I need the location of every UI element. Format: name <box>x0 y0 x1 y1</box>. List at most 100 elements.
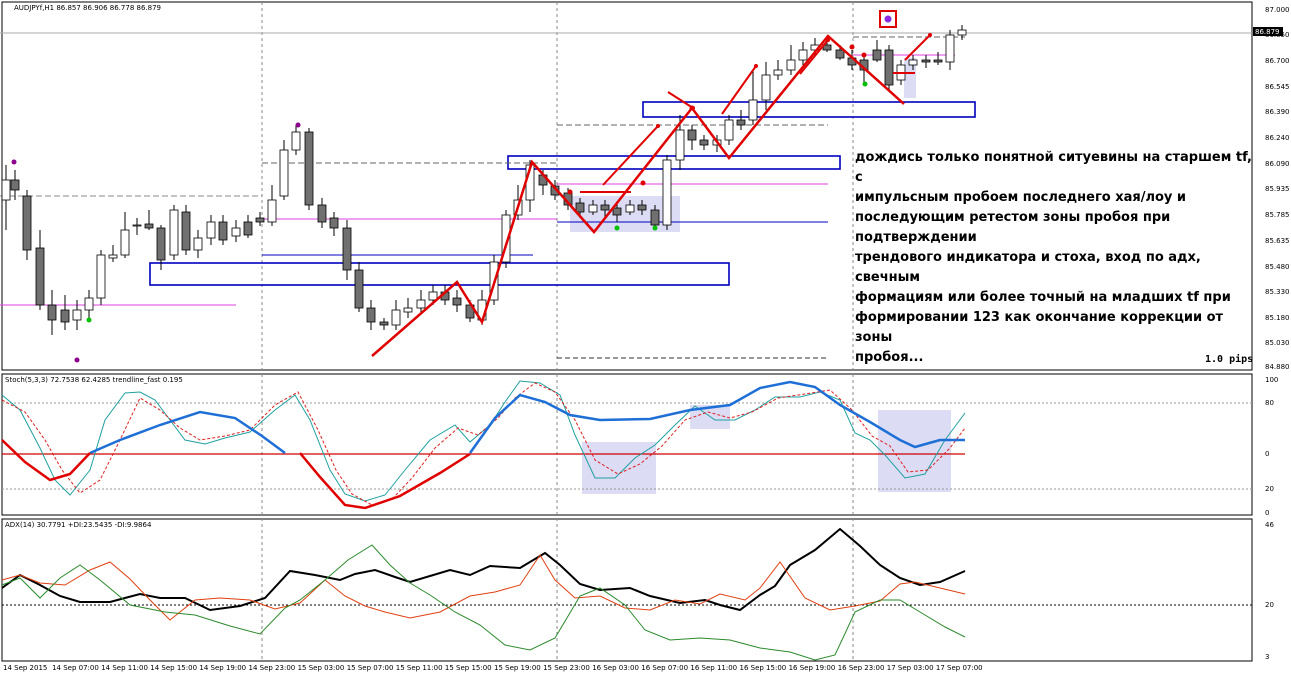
candle-body <box>724 119 734 141</box>
candle-body <box>662 159 672 226</box>
x-tick-label: 16 Sep 19:00 <box>789 664 836 672</box>
x-tick-label: 14 Sep 11:00 <box>101 664 148 672</box>
x-tick-label: 14 Sep 15:00 <box>150 664 197 672</box>
candle-body <box>22 195 32 251</box>
adx-y-tick-label: 3 <box>1265 653 1269 661</box>
candle-body <box>47 304 57 321</box>
candle-body <box>120 229 130 256</box>
x-tick-label: 16 Sep 23:00 <box>838 664 885 672</box>
x-tick-label: 17 Sep 07:00 <box>936 664 983 672</box>
x-tick-label: 16 Sep 03:00 <box>592 664 639 672</box>
candle-body <box>501 214 511 263</box>
candle-body <box>366 307 376 323</box>
fractal-dot <box>862 81 868 87</box>
x-axis-labels: 14 Sep 2015 14 Sep 07:00 14 Sep 11:00 14 Se… <box>3 664 983 672</box>
stoch-header: Stoch(5,3,3) 72.7538 62.4285 trendline_f… <box>5 376 183 384</box>
y-tick-label: 85.330 <box>1265 288 1290 296</box>
stoch-y-tick-label: 0 <box>1265 509 1269 517</box>
stoch-y-tick-label: 80 <box>1265 399 1274 407</box>
candle-body <box>699 139 709 146</box>
x-tick-label: 15 Sep 19:00 <box>494 664 541 672</box>
candle-body <box>773 69 783 76</box>
candle-body <box>329 217 339 229</box>
trend-down-line <box>1 439 91 482</box>
candle-body <box>921 59 931 63</box>
arrow-line <box>904 34 931 61</box>
candle-body <box>231 227 241 237</box>
fractal-dot <box>640 180 646 186</box>
target-marker-icon <box>879 10 897 28</box>
x-tick-label: 17 Sep 03:00 <box>887 664 934 672</box>
arrow-line <box>799 39 829 75</box>
adx-panel <box>1 518 1253 662</box>
current-price-label: 86.879 <box>1255 28 1280 36</box>
highlight-zone <box>582 442 656 494</box>
candle-body <box>550 185 560 196</box>
y-tick-label: 85.635 <box>1265 237 1290 245</box>
minus-di-line <box>1 544 966 661</box>
candle-body <box>637 204 647 211</box>
adx-line <box>1 527 966 612</box>
candle-body <box>416 299 426 309</box>
zigzag-lines <box>371 33 932 357</box>
adx-header: ADX(14) 30.7791 +DI:23.5435 -DI:9.9864 <box>5 521 152 529</box>
candle-body <box>10 179 20 191</box>
candle-body <box>908 59 918 66</box>
candle-body <box>72 309 82 321</box>
candle-body <box>428 291 438 301</box>
annotation-line: импульсным пробоем последнего хая/лоу и <box>855 190 1187 205</box>
stoch-y-tick-label: 20 <box>1265 485 1274 493</box>
candle-body <box>675 129 685 161</box>
x-tick-label: 16 Sep 11:00 <box>690 664 737 672</box>
y-tick-label: 86.545 <box>1265 83 1290 91</box>
highlight-zone <box>878 410 951 492</box>
fractal-dot <box>614 225 620 231</box>
fractal-dot <box>861 52 867 58</box>
x-tick-label: 15 Sep 07:00 <box>347 664 394 672</box>
candle-body <box>60 309 70 323</box>
candle-body <box>379 321 389 326</box>
candle-body <box>243 221 253 236</box>
candle-body <box>156 227 166 261</box>
fractal-dot <box>86 317 92 323</box>
plus-di-line <box>1 554 966 621</box>
x-tick-label: 14 Sep 07:00 <box>52 664 99 672</box>
candle-body <box>342 227 352 271</box>
candle-body <box>588 204 598 213</box>
x-tick-label: 15 Sep 23:00 <box>543 664 590 672</box>
zone-boxes <box>149 58 976 494</box>
candle-body <box>452 297 462 306</box>
main-header: AUDJPYf,H1 86.857 86.906 86.778 86.879 <box>14 4 161 12</box>
annotation-line: трендового индикатора и стоха, вход по а… <box>855 250 1201 285</box>
candle-body <box>786 59 796 71</box>
candle-body <box>84 297 94 311</box>
y-tick-label: 85.935 <box>1265 185 1290 193</box>
pips-label: 1.0 pips <box>1205 353 1253 365</box>
stoch-signal-line <box>1 382 966 506</box>
candle-body <box>687 129 697 141</box>
candle-body <box>206 221 216 239</box>
candle-body <box>391 309 401 326</box>
candle-body <box>255 217 265 223</box>
candle-body <box>304 131 314 206</box>
y-tick-label: 86.700 <box>1265 57 1290 65</box>
y-tick-label: 87.000 <box>1265 6 1290 14</box>
x-tick-label: 16 Sep 07:00 <box>641 664 688 672</box>
y-tick-label: 86.390 <box>1265 108 1290 116</box>
arrow-head <box>826 38 830 42</box>
x-tick-label: 14 Sep 19:00 <box>199 664 246 672</box>
breakout-zone-box <box>149 262 730 286</box>
trend-up-line <box>468 380 965 454</box>
candle-body <box>761 74 771 101</box>
fractal-dot <box>74 357 80 363</box>
candle-body <box>945 34 955 63</box>
stoch-lines <box>1 380 1252 510</box>
arrow-line <box>667 91 694 109</box>
y-tick-label: 86.090 <box>1265 160 1290 168</box>
y-tick-label: 85.180 <box>1265 314 1290 322</box>
current-price-tag <box>1253 27 1283 36</box>
candle-body <box>575 202 585 213</box>
candle-body <box>600 204 610 211</box>
candle-body <box>354 269 364 309</box>
